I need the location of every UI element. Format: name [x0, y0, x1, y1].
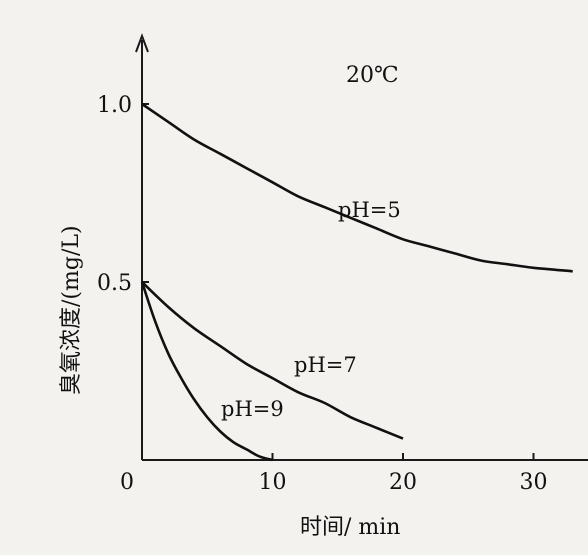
y-axis-arrow — [135, 33, 149, 53]
series-label-pH=9: pH=9 — [221, 397, 284, 421]
x-tick-label-10: 10 — [259, 470, 287, 495]
series-label-pH=7: pH=7 — [294, 353, 357, 377]
y-axis-label: 臭氧浓度/(mg/L) — [59, 225, 84, 395]
y-tick-label-1.0: 1.0 — [97, 93, 132, 118]
series-line-pH=5 — [141, 102, 573, 273]
origin-label: 0 — [120, 470, 134, 495]
x-tick-label-30: 30 — [520, 470, 548, 495]
x-tick-label-20: 20 — [389, 470, 417, 495]
series-label-pH=5: pH=5 — [338, 198, 401, 222]
y-tick-label-0.5: 0.5 — [97, 271, 132, 296]
series-line-pH=9 — [140, 281, 273, 462]
x-axis-label: 时间/ min — [300, 515, 400, 540]
series-line-pH=7 — [141, 281, 404, 440]
temperature-annotation: 20℃ — [346, 63, 399, 88]
